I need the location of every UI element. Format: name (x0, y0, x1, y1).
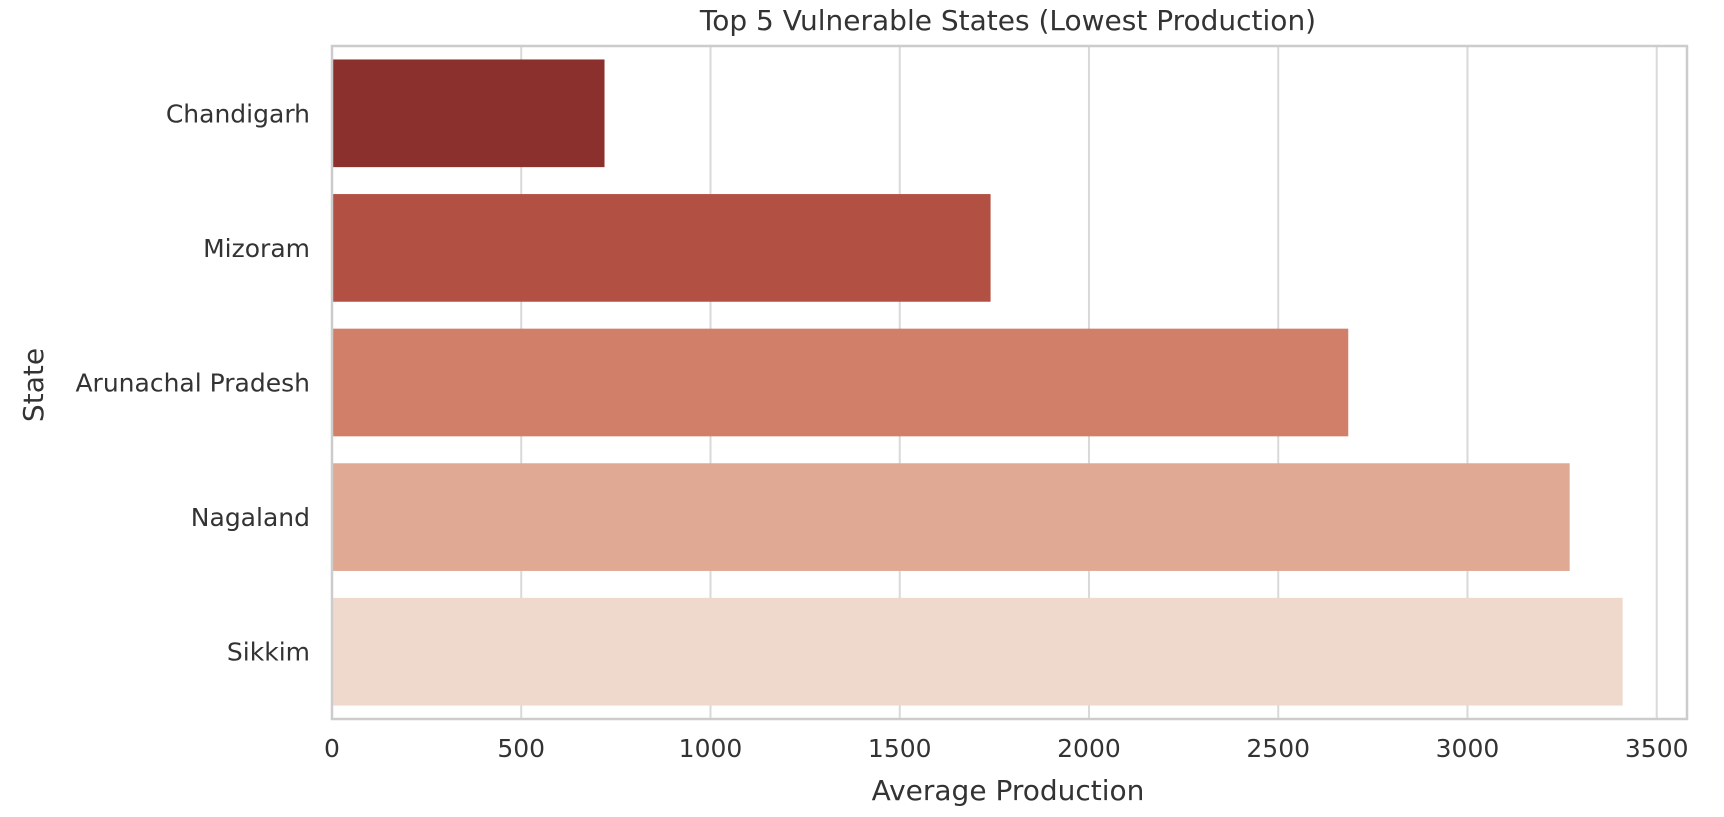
y-tick-label: Mizoram (203, 234, 310, 263)
y-tick-label: Nagaland (191, 503, 310, 532)
x-tick-label: 2000 (1057, 734, 1121, 763)
bar-arunachal-pradesh (332, 328, 1349, 437)
y-tick-label: Sikkim (227, 638, 310, 667)
y-axis-title: State (17, 348, 50, 422)
x-tick-label: 2500 (1246, 734, 1310, 763)
x-axis-title: Average Production (872, 774, 1145, 807)
y-tick-label: Arunachal Pradesh (75, 369, 310, 398)
x-tick-label: 0 (324, 734, 340, 763)
x-tick-label: 500 (497, 734, 545, 763)
bar-sikkim (332, 597, 1623, 706)
x-tick-label: 3500 (1625, 734, 1689, 763)
x-tick-label: 3000 (1436, 734, 1500, 763)
x-axis-ticks: 0 500 1000 1500 2000 2500 3000 3500 (324, 734, 1688, 763)
bar-nagaland (332, 463, 1570, 571)
x-tick-label: 1000 (679, 734, 743, 763)
plot-frame (330, 44, 1689, 721)
y-tick-label: Chandigarh (166, 99, 310, 128)
bar-mizoram (332, 194, 991, 302)
bars (332, 59, 1623, 706)
bar-chandigarh (332, 59, 605, 168)
x-tick-label: 1500 (868, 734, 932, 763)
y-axis-ticks: Chandigarh Mizoram Arunachal Pradesh Nagala… (75, 99, 310, 666)
chart-title: Top 5 Vulnerable States (Lowest Producti… (699, 4, 1316, 37)
